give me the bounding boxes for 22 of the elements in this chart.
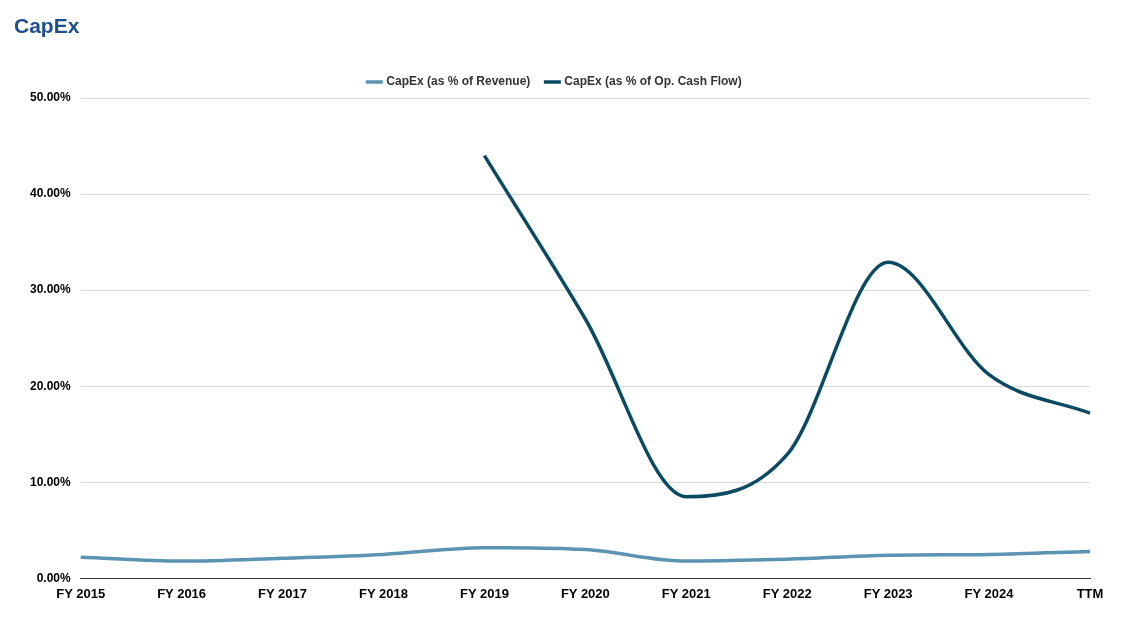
x-tick-label: FY 2022	[762, 585, 812, 601]
x-tick-label: FY 2023	[863, 585, 913, 601]
x-tick-label: FY 2024	[964, 585, 1015, 601]
x-tick-label: FY 2017	[258, 585, 308, 601]
x-tick-label: FY 2020	[560, 585, 610, 601]
x-tick-label: FY 2015	[56, 585, 106, 601]
x-tick-label: FY 2021	[661, 585, 711, 601]
x-tick-label: FY 2019	[459, 585, 509, 601]
legend-label: CapEx (as % of Op. Cash Flow)	[564, 74, 742, 89]
y-tick-label: 50.00%	[30, 90, 72, 105]
y-tick-label: 0.00%	[36, 570, 72, 585]
y-tick-label: 30.00%	[30, 282, 72, 297]
x-tick-label: FY 2018	[359, 585, 408, 601]
y-tick-label: 10.00%	[30, 474, 72, 489]
y-tick-label: 40.00%	[30, 186, 72, 201]
x-tick-label: FY 2016	[157, 585, 207, 601]
line-series	[482, 153, 1092, 499]
legend-label: CapEx (as % of Revenue)	[386, 74, 531, 89]
x-tick-label: TTM	[1076, 585, 1104, 601]
y-tick-label: 20.00%	[30, 378, 72, 393]
line-series	[78, 545, 1092, 563]
chart-title: CapEx	[14, 14, 80, 38]
